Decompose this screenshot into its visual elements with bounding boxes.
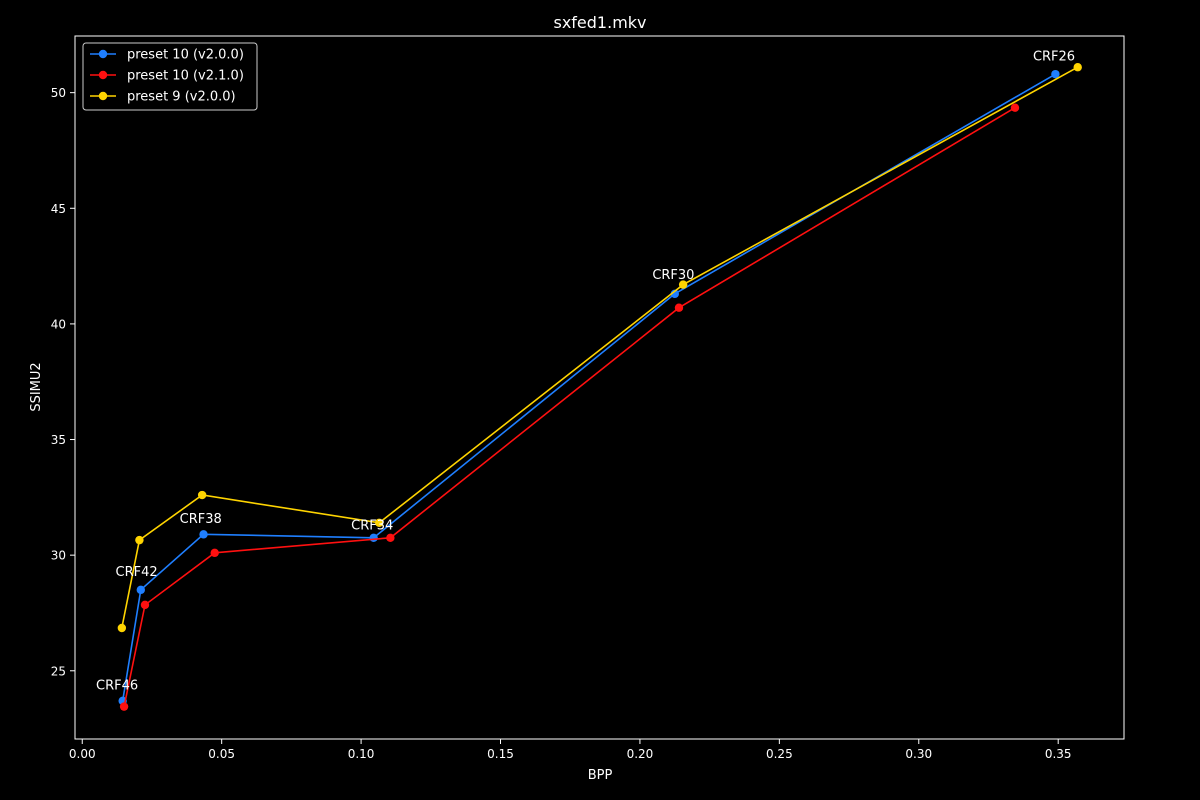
- legend-marker: [98, 91, 108, 101]
- y-axis-label: SSIMU2: [29, 362, 44, 411]
- data-point: [1051, 69, 1060, 79]
- x-tick-label: 0.15: [487, 747, 514, 761]
- data-point: [210, 548, 219, 558]
- x-tick-label: 0.05: [208, 747, 235, 761]
- chart-title: sxfed1.mkv: [553, 13, 646, 32]
- crf-annotation: CRF38: [180, 512, 222, 527]
- y-tick-label: 50: [51, 86, 66, 100]
- axes-frame: [74, 35, 1125, 740]
- data-point: [117, 623, 127, 633]
- data-point: [199, 530, 208, 539]
- x-tick-label: 0.30: [905, 747, 932, 761]
- data-point: [119, 702, 129, 711]
- legend-label: preset 10 (v2.0.0): [127, 48, 244, 63]
- series-line: [121, 73, 1056, 701]
- data-point: [375, 518, 384, 527]
- legend: preset 10 (v2.0.0) preset 10 (v2.1.0) pres…: [82, 42, 258, 111]
- data-point: [136, 585, 146, 595]
- y-tick-label: 45: [51, 202, 66, 216]
- x-tick-label: 0.35: [1045, 747, 1072, 761]
- x-tick-label: 0.25: [766, 747, 793, 761]
- data-point: [670, 289, 679, 299]
- legend-marker: [98, 70, 108, 80]
- y-tick-label: 35: [51, 433, 66, 447]
- crf-annotation: CRF42: [116, 565, 158, 580]
- x-tick-label: 0.00: [69, 747, 96, 761]
- crf-annotation: CRF34: [351, 519, 393, 534]
- data-point: [386, 533, 395, 543]
- data-point: [369, 533, 378, 543]
- plot-area: 0.00 0.05 0.10 0.15 0.20 0.25 0.30 0.35 25 30 35 40…: [51, 49, 1082, 761]
- crf-annotation: CRF26: [1033, 49, 1075, 64]
- legend-label: preset 10 (v2.1.0): [127, 69, 244, 84]
- legend-box: [82, 42, 258, 111]
- data-point: [674, 303, 684, 312]
- y-tick-label: 40: [51, 317, 66, 331]
- data-point: [1010, 103, 1020, 112]
- y-tick-label: 25: [51, 664, 66, 678]
- legend-marker: [98, 49, 108, 59]
- data-point: [678, 280, 688, 289]
- data-point: [1073, 63, 1082, 72]
- series-line: [121, 66, 1079, 629]
- crf-annotation: CRF46: [96, 678, 138, 693]
- data-point: [135, 535, 144, 545]
- x-axis-label: BPP: [588, 768, 613, 783]
- data-point: [197, 490, 207, 500]
- x-tick-label: 0.20: [627, 747, 654, 761]
- data-point: [140, 600, 150, 610]
- y-tick-label: 30: [51, 549, 66, 563]
- legend-label: preset 9 (v2.0.0): [127, 90, 236, 105]
- crf-annotation: CRF30: [652, 268, 694, 283]
- series-line: [123, 107, 1016, 707]
- x-tick-label: 0.10: [348, 747, 375, 761]
